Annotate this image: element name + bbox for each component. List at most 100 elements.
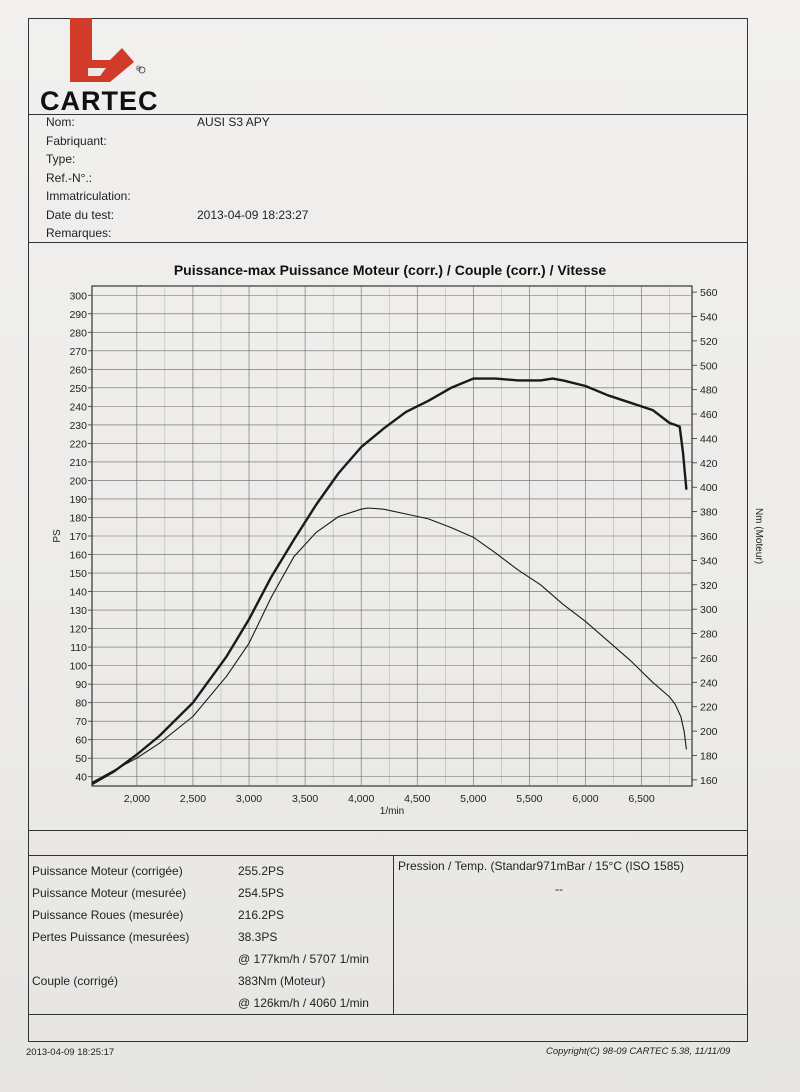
result-label: Puissance Moteur (mesurée)	[32, 886, 187, 900]
x-tick-label: 4,000	[348, 793, 374, 805]
y-left-tick-label: 300	[69, 290, 87, 302]
result-label: Puissance Moteur (corrigée)	[32, 864, 183, 878]
result-value: 38.3PS	[238, 930, 278, 944]
field-label: Ref.-N°.:	[46, 170, 93, 185]
x-tick-label: 5,000	[460, 793, 486, 805]
y-left-tick-label: 110	[70, 642, 87, 654]
y-left-tick-label: 120	[69, 624, 87, 636]
x-tick-label: 5,500	[516, 793, 542, 805]
dyno-chart: 40 50 60 70 80 90 100 110 120 130 140 150 160 170 180 1…	[52, 285, 764, 817]
y-left-tick-label: 160	[69, 550, 87, 562]
y-left-tick-label: 100	[69, 661, 87, 673]
field-label: Remarques:	[46, 226, 112, 240]
conditions-label: Pression / Temp. (Standar971mBar / 15°C …	[398, 859, 685, 873]
result-value: 383Nm (Moteur)	[238, 974, 326, 988]
y-right-tick-label: 200	[700, 726, 718, 738]
y-right-tick-label: 420	[700, 458, 718, 470]
conditions-value: --	[555, 882, 563, 896]
y-left-tick-label: 260	[69, 364, 87, 376]
result-label: Puissance Roues (mesurée)	[32, 908, 184, 922]
field-value: AUSI S3 APY	[197, 115, 270, 129]
y-left-axis-label: PS	[52, 529, 63, 543]
torque-curve	[91, 507, 687, 783]
divider	[28, 242, 748, 243]
registered-mark: ®	[136, 66, 142, 73]
field-label: Immatriculation:	[46, 189, 131, 203]
y-right-tick-label: 240	[700, 677, 718, 689]
y-left-tick-label: 190	[69, 494, 87, 506]
power-curve	[91, 377, 688, 786]
x-tick-label: 6,000	[572, 793, 598, 805]
y-right-tick-label: 560	[700, 287, 718, 299]
y-right-tick-label: 360	[700, 531, 718, 543]
y-right-tick-label: 480	[700, 385, 718, 397]
y-right-axis-label: Nm (Moteur)	[753, 508, 764, 564]
y-right-tick-label: 220	[700, 702, 718, 714]
y-left-tick-label: 140	[69, 587, 87, 599]
result-value: 255.2PS	[238, 864, 285, 878]
y-right-tick-label: 340	[700, 555, 718, 567]
y-right-tick-label: 320	[700, 580, 718, 592]
cartec-logo-icon	[70, 18, 146, 82]
y-left-tick-label: 240	[69, 401, 87, 413]
result-value: 254.5PS	[238, 886, 285, 900]
divider	[28, 830, 748, 831]
y-left-tick-label: 280	[69, 327, 87, 339]
y-right-tick-label: 160	[700, 775, 718, 787]
y-left-tick-label: 90	[75, 679, 87, 691]
y-right-tick-label: 460	[700, 409, 718, 421]
y-left-tick-label: 130	[69, 605, 87, 617]
y-left-tick-label: 250	[69, 383, 87, 395]
y-left-tick-label: 210	[69, 457, 87, 469]
brand-wordmark: CARTEC	[40, 86, 159, 116]
y-left-tick-label: 170	[69, 531, 87, 543]
result-value: @ 126km/h / 4060 1/min	[238, 996, 369, 1010]
y-left-tick-label: 60	[75, 735, 87, 747]
result-value: @ 177km/h / 5707 1/min	[238, 952, 369, 966]
field-label: Type:	[46, 152, 76, 166]
y-left-tick-label: 200	[69, 475, 87, 487]
x-tick-label: 6,500	[628, 793, 654, 805]
y-left-tick-label: 230	[69, 420, 87, 432]
x-tick-label: 3,500	[292, 793, 318, 805]
divider	[28, 855, 748, 856]
y-left-tick-label: 50	[75, 753, 87, 765]
x-tick-label: 3,000	[236, 793, 262, 805]
x-axis-label: 1/min	[380, 806, 404, 817]
y-left-tick-label: 270	[69, 346, 87, 358]
y-left-tick-label: 220	[69, 438, 87, 450]
x-tick-label: 2,000	[124, 793, 150, 805]
print-timestamp: 2013-04-09 18:25:17	[26, 1047, 115, 1058]
divider	[28, 1014, 748, 1015]
field-label: Date du test:	[46, 207, 115, 222]
y-right-tick-label: 440	[700, 433, 718, 445]
y-left-tick-label: 180	[69, 512, 87, 524]
result-value: 216.2PS	[238, 908, 285, 922]
y-left-tick-label: 40	[75, 772, 87, 784]
y-right-tick-label: 400	[700, 482, 718, 494]
divider	[28, 114, 748, 115]
chart-title: Puissance-max Puissance Moteur (corr.) /…	[173, 262, 607, 278]
y-right-tick-label: 520	[700, 336, 718, 348]
column-divider	[393, 855, 394, 1014]
field-label: Nom:	[46, 115, 75, 129]
y-right-tick-label: 500	[700, 360, 718, 372]
y-right-tick-label: 300	[700, 604, 718, 616]
y-right-tick-label: 180	[700, 751, 718, 763]
x-tick-label: 2,500	[180, 793, 206, 805]
field-value: 2013-04-09 18:23:27	[197, 207, 309, 222]
y-right-tick-label: 260	[700, 653, 718, 665]
y-right-tick-label: 540	[700, 311, 718, 323]
y-left-tick-label: 290	[69, 309, 87, 321]
copyright: Copyright(C) 98-09 CARTEC 5.38, 11/11/09	[546, 1046, 731, 1057]
y-left-tick-label: 150	[69, 568, 87, 580]
y-right-tick-label: 380	[700, 507, 718, 519]
result-label: Pertes Puissance (mesurées)	[32, 930, 190, 944]
x-tick-label: 4,500	[404, 793, 430, 805]
y-left-tick-label: 80	[75, 698, 87, 710]
field-label: Fabriquant:	[46, 133, 107, 148]
y-left-tick-label: 70	[75, 716, 87, 728]
y-right-tick-label: 280	[700, 629, 718, 641]
report-frame	[28, 18, 748, 1042]
